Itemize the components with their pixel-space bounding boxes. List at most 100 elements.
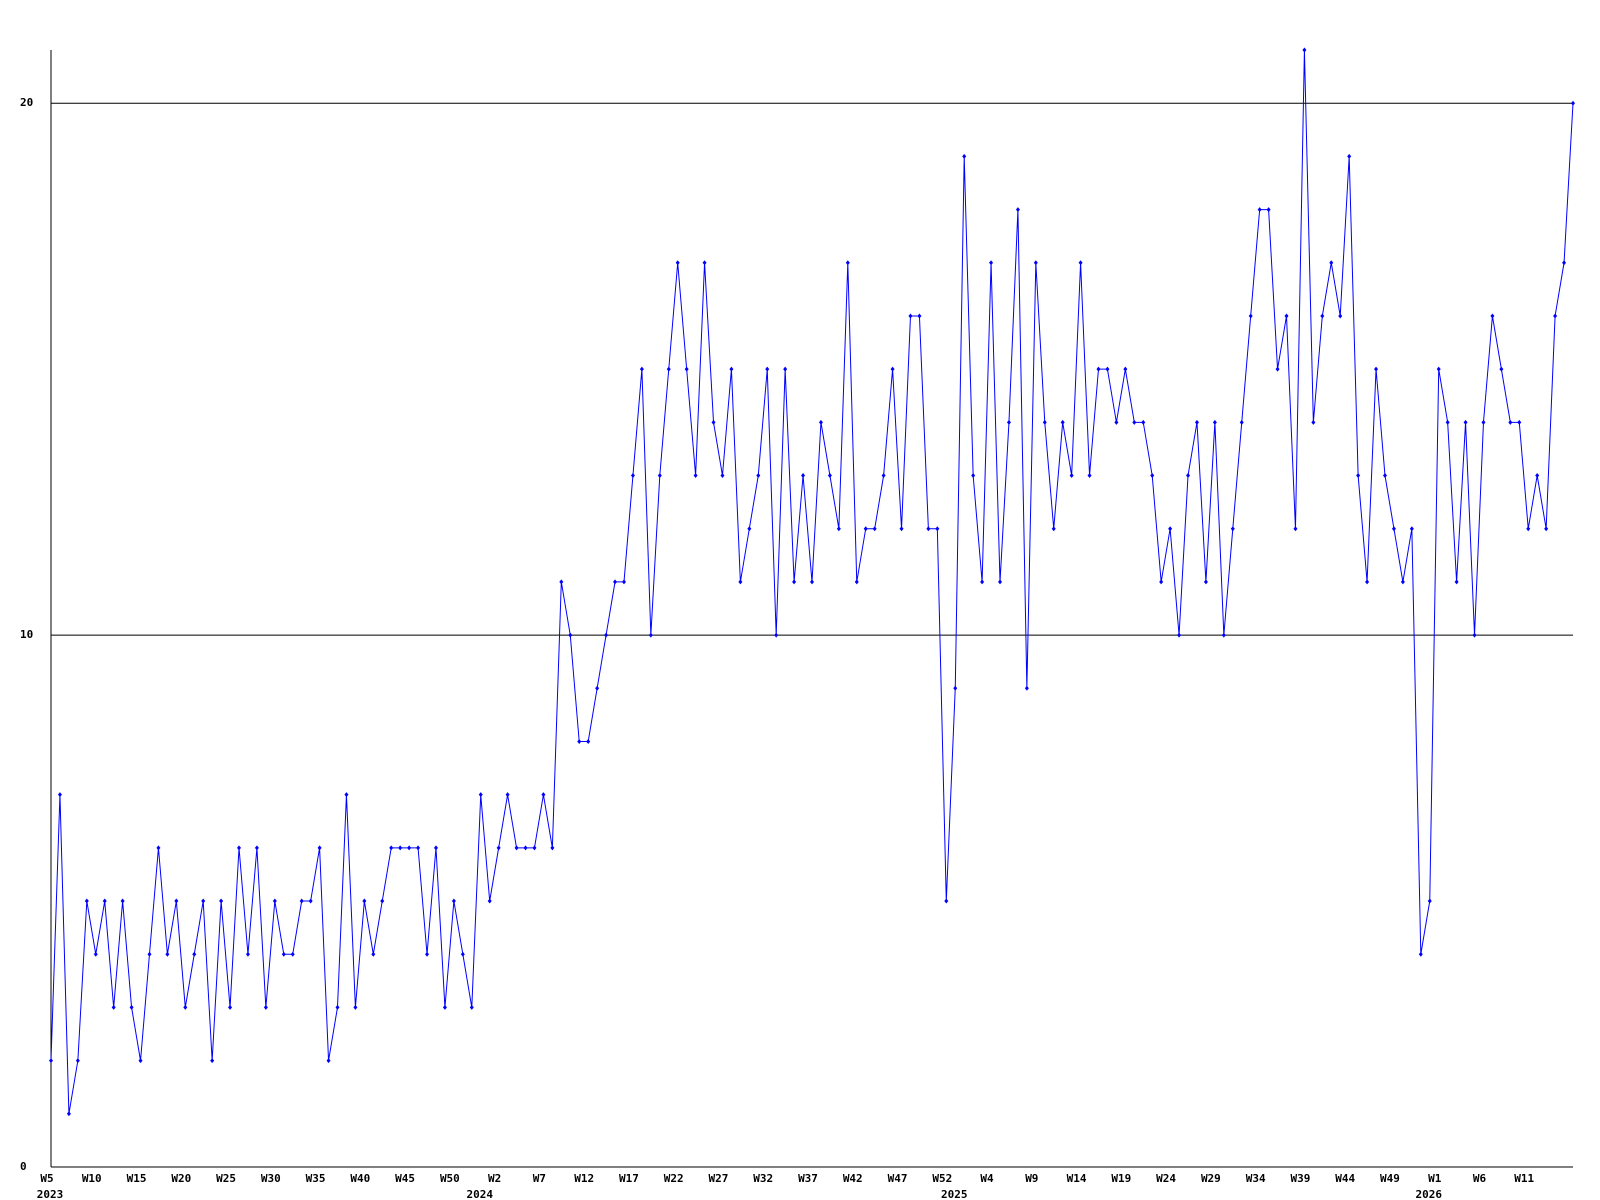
data-point bbox=[792, 579, 797, 585]
data-point bbox=[1526, 526, 1531, 532]
data-point bbox=[93, 951, 98, 957]
data-point bbox=[1132, 419, 1137, 425]
data-point bbox=[1087, 473, 1092, 479]
data-point bbox=[353, 1004, 358, 1010]
data-point bbox=[147, 951, 152, 957]
data-point bbox=[720, 473, 725, 479]
data-point bbox=[1051, 526, 1056, 532]
x-tick-label: W50 bbox=[440, 1172, 460, 1185]
x-tick-label: W5 bbox=[40, 1172, 53, 1185]
data-point bbox=[1418, 951, 1423, 957]
data-point bbox=[711, 419, 716, 425]
data-point bbox=[433, 845, 438, 851]
data-point bbox=[702, 260, 707, 266]
data-point bbox=[201, 898, 206, 904]
data-point bbox=[962, 153, 967, 159]
data-point bbox=[1463, 419, 1468, 425]
data-point bbox=[765, 366, 770, 372]
data-point bbox=[1266, 207, 1271, 213]
x-tick-label: W17 bbox=[619, 1172, 639, 1185]
data-point bbox=[344, 792, 349, 798]
data-point bbox=[156, 845, 161, 851]
x-tick-label: W10 bbox=[82, 1172, 102, 1185]
year-label: 2024 bbox=[466, 1188, 493, 1200]
x-tick-label: W12 bbox=[574, 1172, 594, 1185]
x-tick-label: W14 bbox=[1067, 1172, 1087, 1185]
data-point bbox=[254, 845, 259, 851]
data-point bbox=[845, 260, 850, 266]
data-point bbox=[541, 792, 546, 798]
data-point bbox=[1517, 419, 1522, 425]
data-point bbox=[1033, 260, 1038, 266]
x-tick-label: W4 bbox=[980, 1172, 994, 1185]
data-point bbox=[219, 898, 224, 904]
data-point bbox=[1472, 632, 1477, 638]
year-label: 2025 bbox=[941, 1188, 968, 1200]
x-tick-label: W1 bbox=[1428, 1172, 1442, 1185]
data-point bbox=[1391, 526, 1396, 532]
x-tick-label: W22 bbox=[664, 1172, 684, 1185]
data-point bbox=[684, 366, 689, 372]
data-point bbox=[237, 845, 242, 851]
data-point bbox=[1490, 313, 1495, 319]
data-point bbox=[1508, 419, 1513, 425]
data-point bbox=[496, 845, 501, 851]
x-tick-label: W11 bbox=[1514, 1172, 1534, 1185]
data-point bbox=[75, 1058, 80, 1064]
data-point bbox=[1006, 419, 1011, 425]
data-point bbox=[281, 951, 286, 957]
data-point bbox=[666, 366, 671, 372]
x-tick-label: W52 bbox=[932, 1172, 952, 1185]
data-point bbox=[1571, 100, 1575, 106]
data-point bbox=[639, 366, 644, 372]
data-point bbox=[1329, 260, 1334, 266]
data-point bbox=[1186, 473, 1191, 479]
data-point bbox=[49, 1058, 53, 1064]
data-point bbox=[469, 1004, 474, 1010]
data-point bbox=[890, 366, 895, 372]
data-point bbox=[872, 526, 877, 532]
x-tick-label: W47 bbox=[888, 1172, 908, 1185]
data-point bbox=[1275, 366, 1280, 372]
x-tick-label: W27 bbox=[709, 1172, 729, 1185]
data-point bbox=[1078, 260, 1083, 266]
data-point bbox=[1015, 207, 1020, 213]
data-point bbox=[1114, 419, 1119, 425]
data-point bbox=[228, 1004, 233, 1010]
data-point bbox=[675, 260, 680, 266]
data-point bbox=[192, 951, 197, 957]
x-tick-label: W32 bbox=[753, 1172, 773, 1185]
data-point bbox=[290, 951, 295, 957]
data-point bbox=[1212, 419, 1217, 425]
data-point bbox=[1194, 419, 1199, 425]
data-point bbox=[1293, 526, 1298, 532]
data-point bbox=[989, 260, 994, 266]
data-point bbox=[487, 898, 492, 904]
data-point bbox=[245, 951, 250, 957]
data-point bbox=[550, 845, 555, 851]
data-point bbox=[416, 845, 421, 851]
data-point bbox=[827, 473, 832, 479]
data-point bbox=[1042, 419, 1047, 425]
data-point bbox=[944, 898, 949, 904]
data-point bbox=[523, 845, 528, 851]
data-point bbox=[1427, 898, 1432, 904]
x-tick-label: W34 bbox=[1246, 1172, 1266, 1185]
data-point bbox=[389, 845, 394, 851]
data-point bbox=[577, 738, 582, 744]
data-point bbox=[926, 526, 931, 532]
data-point bbox=[165, 951, 170, 957]
data-point bbox=[1553, 313, 1558, 319]
data-point bbox=[1311, 419, 1316, 425]
x-tick-label: W29 bbox=[1201, 1172, 1221, 1185]
data-point bbox=[1060, 419, 1065, 425]
data-point bbox=[451, 898, 456, 904]
data-point bbox=[299, 898, 304, 904]
data-point bbox=[908, 313, 913, 319]
data-point bbox=[604, 632, 609, 638]
data-point bbox=[559, 579, 564, 585]
data-point bbox=[425, 951, 430, 957]
x-tick-label: W39 bbox=[1290, 1172, 1310, 1185]
data-point bbox=[818, 419, 823, 425]
data-point bbox=[1436, 366, 1441, 372]
